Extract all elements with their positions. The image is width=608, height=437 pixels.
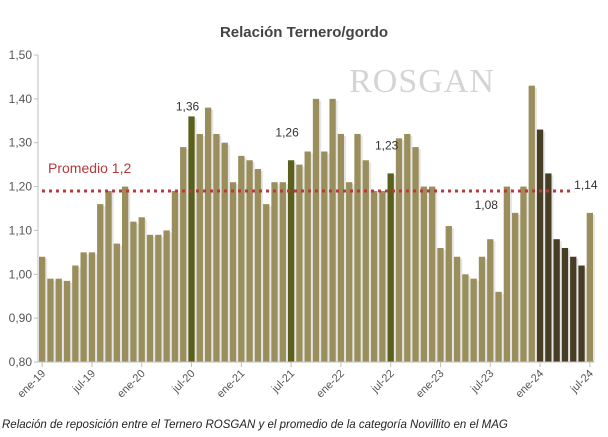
y-tick-label: 1,40 <box>9 92 33 106</box>
data-label: 1,36 <box>176 99 200 113</box>
bar <box>88 252 96 362</box>
bar <box>163 230 170 362</box>
bar <box>312 98 320 362</box>
bar <box>420 186 428 362</box>
y-tick-label: 1,10 <box>9 223 33 237</box>
bar <box>180 147 187 362</box>
y-tick-label: 0,80 <box>9 355 33 369</box>
bar <box>379 190 386 362</box>
bar <box>63 280 71 362</box>
bar <box>80 252 87 362</box>
bar <box>171 190 179 362</box>
data-label: 1,23 <box>375 138 399 152</box>
bar <box>429 186 436 362</box>
bar <box>354 133 361 362</box>
bar <box>337 133 345 362</box>
bar <box>188 116 195 363</box>
bar <box>279 182 286 362</box>
x-tick-label: jul-20 <box>169 368 197 396</box>
bar <box>238 155 245 362</box>
bar <box>545 173 552 362</box>
bar <box>271 182 278 362</box>
x-tick-label: jul-22 <box>369 368 397 396</box>
x-tick-label: ene-22 <box>314 368 347 401</box>
bar <box>553 239 560 362</box>
bar <box>520 186 527 362</box>
bar <box>395 138 403 362</box>
x-tick-label: jul-24 <box>568 368 596 396</box>
bar <box>503 186 511 362</box>
data-label: 1,08 <box>475 198 499 212</box>
bar <box>570 256 577 362</box>
bar <box>204 107 212 362</box>
bar <box>437 247 444 362</box>
y-tick-label: 1,30 <box>9 136 33 150</box>
bar <box>495 291 502 362</box>
bar <box>304 151 311 362</box>
bar <box>105 190 112 362</box>
bar <box>346 182 353 362</box>
bar <box>362 160 369 362</box>
bar <box>404 133 411 362</box>
bar <box>47 278 54 362</box>
bar <box>296 164 303 362</box>
bar <box>536 129 544 362</box>
average-label: Promedio 1,2 <box>48 160 131 176</box>
bar <box>528 85 535 362</box>
y-tick-label: 1,50 <box>9 48 33 62</box>
y-tick-label: 1,20 <box>9 180 33 194</box>
bar <box>213 133 220 362</box>
bar <box>578 265 585 362</box>
bar <box>155 234 162 362</box>
bar <box>130 221 137 362</box>
x-tick-label: ene-23 <box>414 368 447 401</box>
bar <box>55 278 62 362</box>
bar <box>138 217 145 362</box>
bar <box>478 256 486 362</box>
bar <box>287 160 295 362</box>
x-tick-label: ene-21 <box>215 368 248 401</box>
bar <box>246 160 253 362</box>
bar <box>229 182 237 362</box>
x-tick-label: jul-21 <box>269 368 297 396</box>
bar <box>445 226 452 362</box>
data-label: 1,26 <box>275 125 299 139</box>
bar <box>221 142 228 362</box>
bar <box>470 278 477 362</box>
bar <box>487 239 494 362</box>
bar <box>97 204 104 362</box>
x-tick-label: ene-20 <box>115 368 148 401</box>
x-tick-label: jul-19 <box>70 368 98 396</box>
bar <box>586 212 593 362</box>
bar <box>121 186 129 362</box>
chart-caption: Relación de reposición entre el Ternero … <box>2 419 508 431</box>
bar <box>254 169 262 362</box>
bar <box>146 234 154 362</box>
bar <box>387 173 394 362</box>
bar <box>113 243 120 362</box>
bar <box>321 151 328 362</box>
watermark-logo: ROSGAN <box>349 63 495 100</box>
y-tick-label: 1,00 <box>9 267 33 281</box>
bar <box>453 256 461 362</box>
chart-title: Relación Ternero/gordo <box>220 24 388 41</box>
bar <box>196 133 203 362</box>
data-label: 1,14 <box>574 178 598 192</box>
bar <box>39 256 46 362</box>
x-tick-label: jul-23 <box>468 368 496 396</box>
bar <box>72 265 79 362</box>
bar <box>329 98 336 362</box>
y-tick-label: 0,90 <box>9 311 33 325</box>
bar <box>412 147 419 362</box>
x-tick-label: ene-19 <box>16 368 49 401</box>
bar <box>462 274 469 362</box>
bar <box>370 190 378 362</box>
x-tick-label: ene-24 <box>513 368 546 401</box>
bar <box>561 247 569 362</box>
bar <box>512 212 519 362</box>
bar <box>263 204 270 362</box>
